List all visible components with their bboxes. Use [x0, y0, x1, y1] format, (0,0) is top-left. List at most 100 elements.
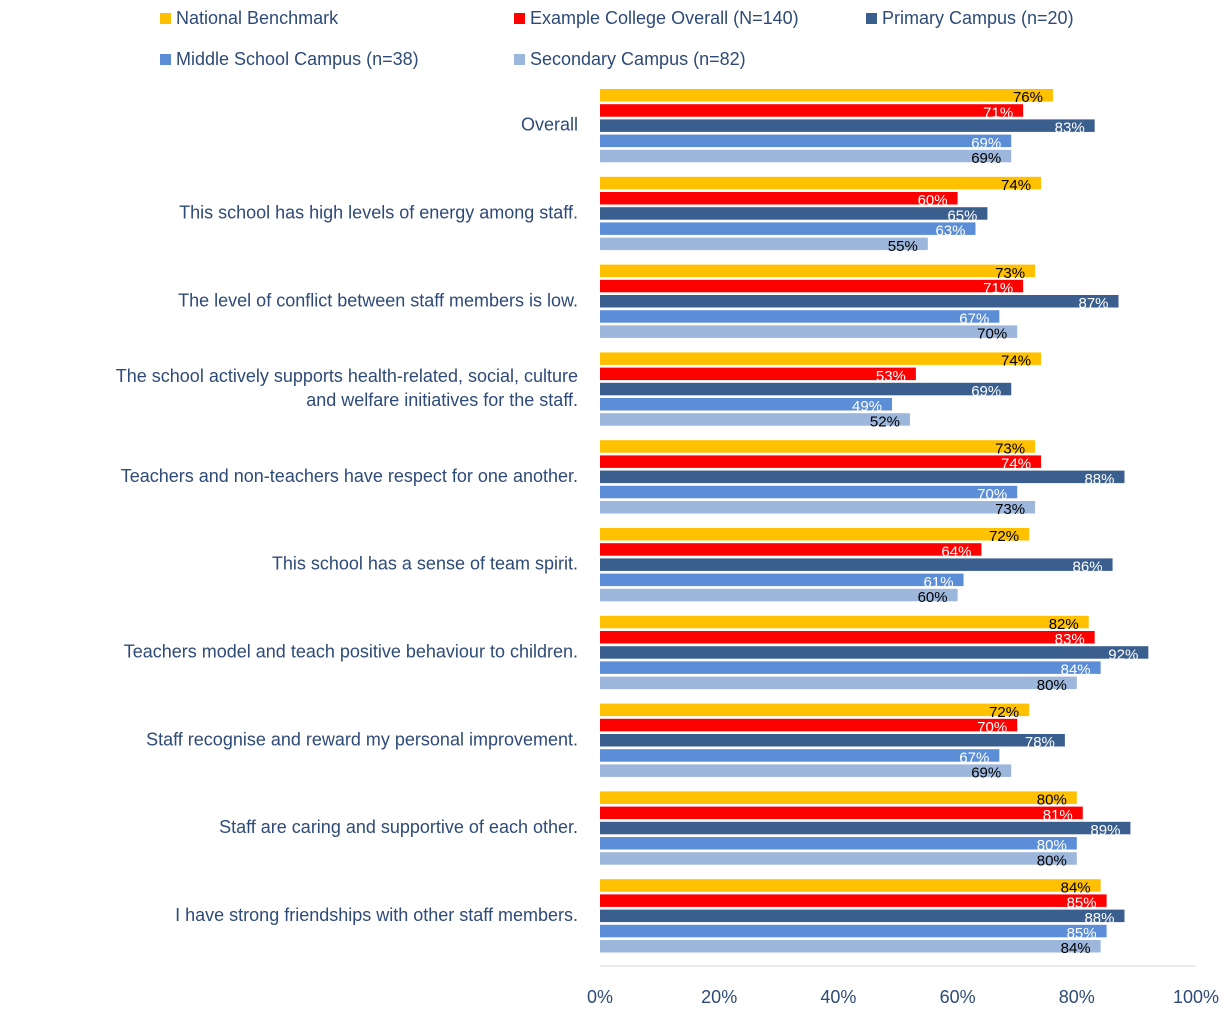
category-label: Teachers model and teach positive behavi…: [124, 641, 578, 661]
value-label: 60%: [918, 589, 948, 606]
value-label: 78%: [1025, 734, 1055, 751]
category-label: Overall: [521, 114, 578, 134]
value-label: 87%: [1079, 295, 1109, 312]
value-label: 84%: [1061, 662, 1091, 679]
value-label: 69%: [971, 765, 1001, 782]
bar: [600, 295, 1119, 308]
value-label: 86%: [1073, 559, 1103, 576]
bar: [600, 543, 982, 556]
value-label: 69%: [971, 150, 1001, 167]
value-label: 74%: [1001, 177, 1031, 194]
bar: [600, 207, 988, 220]
value-label: 70%: [977, 486, 1007, 503]
value-label: 85%: [1067, 925, 1097, 942]
legend-label: Middle School Campus (n=38): [176, 49, 419, 69]
bar: [600, 310, 1000, 323]
legend-label: Example College Overall (N=140): [530, 8, 799, 28]
bar: [600, 749, 1000, 762]
bar: [600, 222, 976, 235]
bar: [600, 909, 1125, 923]
bar: [600, 528, 1030, 541]
bar: [600, 558, 1113, 571]
value-label: 85%: [1067, 895, 1097, 912]
value-label: 84%: [1061, 940, 1091, 957]
bar: [600, 325, 1018, 338]
bar: [600, 413, 910, 426]
legend-label: Secondary Campus (n=82): [530, 49, 746, 69]
value-label: 84%: [1061, 879, 1091, 896]
legend-swatch: [514, 13, 525, 24]
legend-swatch: [866, 13, 877, 24]
category-label: I have strong friendships with other sta…: [175, 905, 578, 925]
category-label: Staff recognise and reward my personal i…: [146, 729, 578, 749]
bar: [600, 718, 1018, 732]
bar: [600, 119, 1095, 132]
bar: [600, 104, 1024, 117]
value-label: 71%: [983, 104, 1013, 121]
value-label: 65%: [947, 207, 977, 224]
bar: [600, 440, 1036, 453]
bar: [600, 879, 1101, 892]
legend-label: National Benchmark: [176, 8, 339, 28]
bar: [600, 615, 1089, 629]
value-label: 80%: [1037, 837, 1067, 854]
legend-swatch: [514, 54, 525, 65]
value-label: 83%: [1055, 631, 1085, 648]
value-label: 76%: [1013, 89, 1043, 106]
value-label: 64%: [941, 543, 971, 560]
bar: [600, 501, 1036, 514]
category-label: This school has high levels of energy am…: [179, 202, 578, 222]
value-label: 52%: [870, 413, 900, 430]
bar: [600, 631, 1095, 644]
legend-label: Primary Campus (n=20): [882, 8, 1074, 28]
value-label: 69%: [971, 383, 1001, 400]
bar: [600, 661, 1101, 674]
x-tick-label: 80%: [1059, 987, 1095, 1007]
bar: [600, 176, 1042, 190]
value-label: 89%: [1090, 822, 1120, 839]
value-label: 92%: [1108, 646, 1138, 663]
value-label: 80%: [1037, 792, 1067, 809]
value-label: 49%: [852, 398, 882, 415]
category-label: Teachers and non-teachers have respect f…: [121, 466, 578, 486]
value-label: 69%: [971, 135, 1001, 152]
bar: [600, 89, 1053, 102]
x-tick-label: 60%: [940, 987, 976, 1007]
value-label: 70%: [977, 326, 1007, 343]
legend-swatch: [160, 54, 171, 65]
value-label: 82%: [1049, 616, 1079, 633]
bar: [600, 734, 1065, 747]
bar: [600, 676, 1077, 690]
bar: [600, 837, 1077, 850]
value-label: 53%: [876, 368, 906, 385]
value-label: 73%: [995, 440, 1025, 457]
bar: [600, 149, 1012, 163]
bar: [600, 237, 928, 251]
bar: [600, 382, 1012, 396]
value-label: 88%: [1084, 910, 1114, 927]
bar: [600, 791, 1077, 804]
value-label: 72%: [989, 528, 1019, 545]
value-label: 83%: [1055, 120, 1085, 137]
category-label: The level of conflict between staff memb…: [178, 290, 578, 310]
x-tick-label: 20%: [701, 987, 737, 1007]
value-label: 73%: [995, 265, 1025, 282]
bar: [600, 573, 964, 587]
bar: [600, 588, 958, 602]
value-label: 67%: [959, 310, 989, 327]
x-tick-label: 100%: [1173, 987, 1219, 1007]
bar: [600, 940, 1101, 953]
category-label: Staff are caring and supportive of each …: [219, 817, 578, 837]
legend-swatch: [160, 13, 171, 24]
bar: [600, 852, 1077, 865]
value-label: 81%: [1043, 807, 1073, 824]
bar: [600, 455, 1042, 468]
value-label: 63%: [935, 223, 965, 240]
bar: [600, 352, 1042, 365]
bar: [600, 485, 1018, 499]
bar: [600, 470, 1125, 484]
value-label: 72%: [989, 704, 1019, 721]
bar: [600, 134, 1012, 148]
bar: [600, 924, 1107, 938]
value-label: 74%: [1001, 353, 1031, 370]
